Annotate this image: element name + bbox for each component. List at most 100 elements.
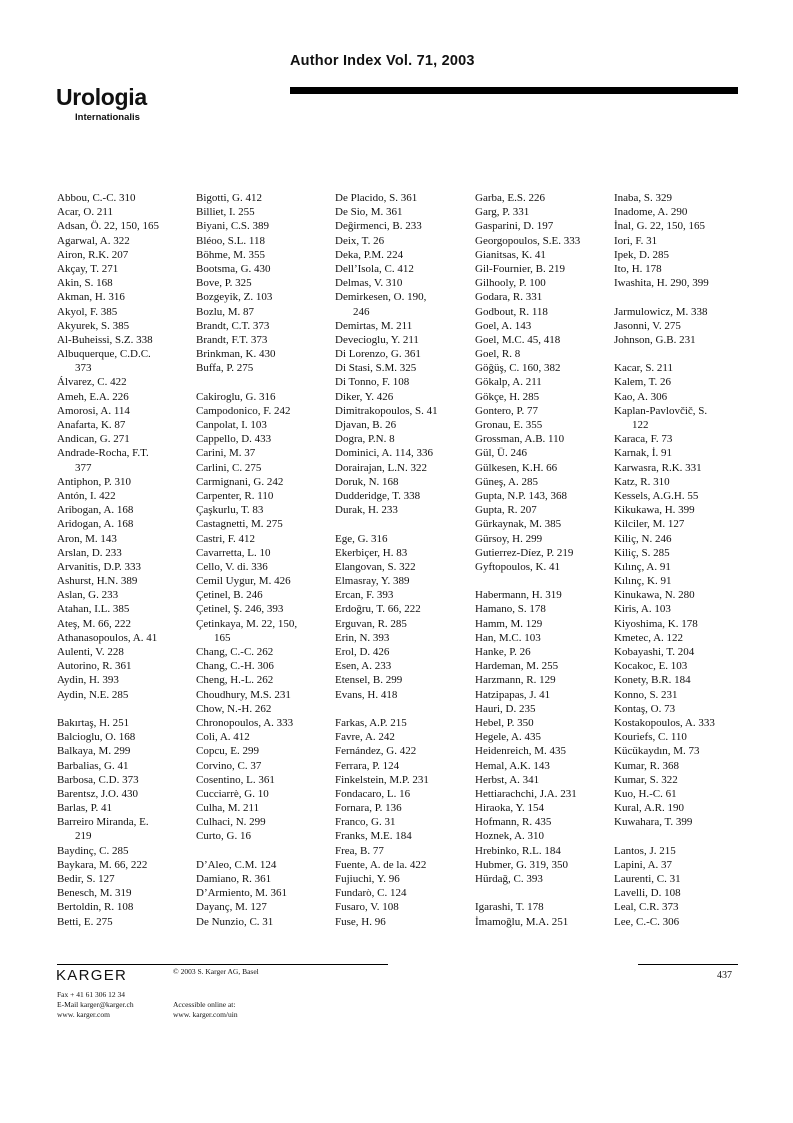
index-entry: Kaplan-Pavlovčič, S. — [614, 404, 708, 417]
index-entry: Hiraoka, Y. 154 — [475, 802, 545, 815]
index-entry: Karwasra, R.K. 331 — [614, 461, 702, 474]
index-entry: Kiliç, S. 285 — [614, 546, 670, 559]
index-entry: Airon, R.K. 207 — [57, 248, 129, 261]
index-entry: D’Aleo, C.M. 124 — [196, 858, 277, 871]
index-entry: Athanasopoulos, A. 41 — [57, 631, 158, 644]
index-entry: Atahan, I.L. 385 — [57, 603, 130, 616]
index-entry: Di Tonno, F. 108 — [335, 376, 410, 389]
index-entry: Ameh, E.A. 226 — [57, 390, 129, 403]
index-entry: Balkaya, M. 299 — [57, 745, 131, 758]
index-entry: Demirtas, M. 211 — [335, 319, 413, 332]
index-entry: Hebel, P. 350 — [475, 716, 534, 729]
index-entry: Djavan, B. 26 — [335, 419, 397, 431]
index-entry: Gülkesen, K.H. 66 — [475, 461, 558, 474]
index-entry: Cakiroglu, G. 316 — [196, 390, 276, 403]
online-url-link[interactable]: www. karger.com/uin — [173, 1010, 238, 1019]
index-entry-continuation: 373 — [75, 362, 92, 375]
index-entry: Hemal, A.K. 143 — [475, 759, 550, 772]
fax: Fax + 41 61 306 12 34 — [57, 990, 125, 999]
index-entry-continuation: 219 — [75, 830, 92, 843]
index-entry: Adsan, Ö. 22, 150, 165 — [57, 220, 160, 233]
index-entry: Laurenti, C. 31 — [614, 873, 681, 885]
index-entry: Kinukawa, N. 280 — [614, 589, 695, 602]
index-entry: Dudderidge, T. 338 — [335, 489, 421, 502]
index-entry-continuation: 165 — [214, 631, 231, 644]
index-entry: Delmas, V. 310 — [335, 277, 403, 290]
index-entry: Doruk, N. 168 — [335, 475, 399, 488]
index-entry-continuation: 122 — [632, 419, 649, 431]
index-entry: Chow, N.-H. 262 — [196, 702, 272, 715]
index-entry: Hardeman, M. 255 — [475, 660, 559, 673]
index-entry: Erol, D. 426 — [335, 646, 390, 658]
index-entry: Jarmulowicz, M. 338 — [614, 305, 708, 318]
index-entry: Elmasray, Y. 389 — [335, 575, 410, 588]
index-entry: Kural, A.R. 190 — [614, 802, 684, 815]
index-entry: Campodonico, F. 242 — [196, 404, 291, 417]
index-entry: Dorairajan, L.N. 322 — [335, 461, 427, 474]
letter-group-gap — [196, 375, 336, 389]
index-entry: Gupta, N.P. 143, 368 — [475, 489, 567, 502]
footer-rule-right — [638, 964, 738, 965]
index-entry: Kücükaydın, M. 73 — [614, 745, 700, 758]
index-entry: Goel, A. 143 — [475, 319, 532, 332]
index-entry: Kiliç, N. 246 — [614, 532, 672, 545]
index-entry: Godara, R. 331 — [475, 291, 543, 304]
index-entry: Franks, M.E. 184 — [335, 830, 412, 843]
index-entry: Esen, A. 233 — [335, 660, 392, 673]
index-entry: Inadome, A. 290 — [614, 206, 688, 219]
index-entry: Barentsz, J.O. 430 — [57, 787, 138, 800]
copyright: © 2003 S. Karger AG, Basel — [173, 967, 259, 976]
email: E-Mail karger@karger.ch — [57, 1000, 134, 1009]
index-entry: Çetinel, Ş. 246, 393 — [196, 603, 284, 616]
index-entry: Betti, E. 275 — [57, 915, 113, 928]
index-entry: Gutierrez-Díez, P. 219 — [475, 546, 574, 559]
index-column: Inaba, S. 329 Inadome, A. 290 İnal, G. 22,… — [614, 191, 754, 929]
index-entry: Cemil Uygur, M. 426 — [196, 575, 291, 588]
index-entry: Cello, V. di. 336 — [196, 560, 268, 573]
index-entry: Dogra, P.N. 8 — [335, 433, 395, 446]
index-entry: Kmetec, A. 122 — [614, 631, 684, 644]
index-entry: Evans, H. 418 — [335, 688, 398, 701]
index-entry: Kılınç, A. 91 — [614, 560, 671, 573]
index-entry: Dayanç, M. 127 — [196, 901, 267, 914]
index-entry: Brandt, C.T. 373 — [196, 319, 270, 332]
index-entry: Albuquerque, C.D.C. — [57, 348, 151, 361]
index-entry: Baydinç, C. 285 — [57, 844, 129, 857]
index-entry: Antón, I. 422 — [57, 489, 116, 502]
index-entry: Iwashita, H. 290, 399 — [614, 277, 709, 290]
index-entry: Güneş, A. 285 — [475, 475, 538, 488]
index-entry: Hatzipapas, J. 41 — [475, 688, 551, 701]
index-entry: Diker, Y. 426 — [335, 390, 394, 403]
index-entry: Bléoo, S.L. 118 — [196, 234, 265, 247]
index-entry: Lantos, J. 215 — [614, 844, 676, 857]
index-entry: Georgopoulos, S.E. 333 — [475, 234, 581, 247]
index-entry: Kalem, T. 26 — [614, 376, 672, 389]
index-entry: Gökalp, A. 211 — [475, 376, 542, 389]
website-link[interactable]: www. karger.com — [57, 1010, 110, 1019]
index-entry: Kiris, A. 103 — [614, 603, 671, 616]
online-label: Accessible online at: — [173, 1000, 236, 1009]
index-entry: Finkelstein, M.P. 231 — [335, 773, 429, 786]
index-entry: Arslan, D. 233 — [57, 546, 122, 559]
index-entry: Cheng, H.-L. 262 — [196, 674, 274, 687]
index-entry: Konety, B.R. 184 — [614, 674, 691, 687]
index-entry: Damiano, R. 361 — [196, 873, 272, 885]
index-entry: Lavelli, D. 108 — [614, 887, 681, 900]
index-entry: Deka, P.M. 224 — [335, 248, 404, 261]
index-entry: Autorino, R. 361 — [57, 660, 132, 673]
index-entry: Ito, H. 178 — [614, 262, 662, 275]
index-entry: Kumar, S. 322 — [614, 773, 678, 786]
index-entry: Barlas, P. 41 — [57, 802, 112, 815]
index-entry: Konno, S. 231 — [614, 688, 678, 701]
index-entry: Carpenter, R. 110 — [196, 489, 274, 502]
index-entry: Dimitrakopoulos, S. 41 — [335, 404, 438, 417]
index-entry: Bakırtaş, H. 251 — [57, 716, 130, 729]
index-entry-continuation: 377 — [75, 461, 92, 474]
footer-rule-left — [57, 964, 388, 965]
index-entry: Karnak, İ. 91 — [614, 447, 673, 460]
index-entry: Fuente, A. de la. 422 — [335, 858, 427, 871]
index-entry: Gil-Fournier, B. 219 — [475, 262, 565, 275]
index-entry: Baykara, M. 66, 222 — [57, 858, 148, 871]
index-entry: Iori, F. 31 — [614, 234, 658, 247]
index-entry: Ferrara, P. 124 — [335, 759, 400, 772]
